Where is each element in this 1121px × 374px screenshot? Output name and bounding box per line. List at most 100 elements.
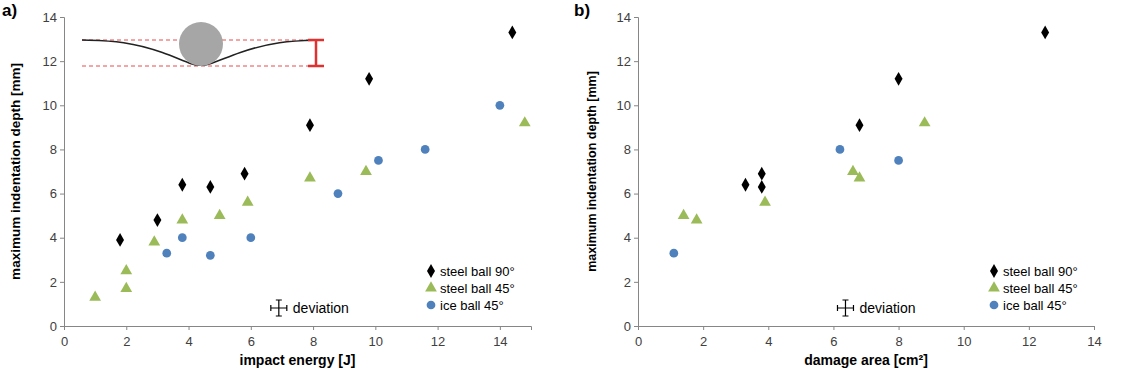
- x-tick-mark: [251, 326, 252, 330]
- y-tick-mark: [60, 149, 64, 150]
- x-tick-label: 8: [895, 334, 902, 349]
- x-tick-mark: [1029, 326, 1030, 330]
- y-tick-mark: [634, 326, 638, 327]
- x-tick-label: 14: [1087, 334, 1101, 349]
- x-tick-mark: [1094, 326, 1095, 330]
- legend-label: steel ball 90°: [1003, 264, 1078, 279]
- point: [919, 116, 931, 126]
- legend-symbol: [990, 264, 998, 278]
- inset-ball: [179, 22, 223, 66]
- point: [214, 209, 226, 219]
- y-tick-mark: [60, 282, 64, 283]
- y-tick: 6: [624, 186, 638, 201]
- x-tick: 2: [123, 326, 130, 349]
- y-tick: 8: [624, 142, 638, 157]
- y-tick-label: 12: [617, 54, 631, 69]
- y-axis-title: maximum indentation depth [mm]: [8, 63, 23, 280]
- point: [242, 196, 254, 206]
- y-tick-label: 4: [624, 230, 631, 245]
- x-axis-line: [65, 327, 532, 331]
- y-tick-label: 0: [624, 319, 631, 334]
- x-tick-label: 0: [635, 334, 642, 349]
- y-tick: 14: [617, 10, 638, 25]
- panel-title: b): [574, 1, 590, 20]
- legend-symbol: [427, 301, 436, 310]
- point: [148, 235, 160, 245]
- legend: steel ball 90° steel ball 45° ice ball 45°: [988, 264, 1077, 313]
- y-axis-line: [634, 18, 639, 327]
- x-tick-mark: [833, 326, 834, 330]
- y-tick-mark: [60, 105, 64, 106]
- x-tick-label: 6: [248, 334, 255, 349]
- y-tick-label: 2: [50, 275, 57, 290]
- x-tick-mark: [768, 326, 769, 330]
- x-tick-label: 12: [1022, 334, 1036, 349]
- annotation: deviation: [271, 300, 349, 316]
- y-tick: 8: [50, 142, 64, 157]
- point: [120, 282, 132, 292]
- x-tick-label: 2: [700, 334, 707, 349]
- x-axis-title: damage area [cm²]: [804, 352, 928, 368]
- y-tick-mark: [60, 238, 64, 239]
- y-tick: 10: [617, 98, 638, 113]
- legend-item: steel ball 90°: [990, 264, 1078, 279]
- x-tick-mark: [375, 326, 376, 330]
- y-tick-label: 14: [43, 10, 57, 25]
- x-tick-label: 6: [830, 334, 837, 349]
- legend-label: steel ball 45°: [1003, 281, 1078, 296]
- series: [678, 116, 931, 223]
- annotation-text: deviation: [859, 300, 915, 316]
- legend-symbol: [988, 281, 1000, 291]
- y-axis-line: [60, 18, 65, 327]
- x-tick: 10: [957, 326, 971, 349]
- series: [669, 145, 902, 257]
- legend-symbol: [990, 301, 999, 310]
- y-tick-label: 6: [50, 186, 57, 201]
- panel-title: a): [2, 1, 17, 20]
- y-tick: 2: [624, 275, 638, 290]
- panel: 0246810121402468101214impact energy [J]s…: [43, 10, 532, 368]
- y-tick: 12: [617, 54, 638, 69]
- point: [116, 233, 124, 247]
- point: [206, 251, 215, 260]
- inset-bracket: [308, 40, 324, 66]
- y-tick-mark: [60, 17, 64, 18]
- y-tick-mark: [60, 194, 64, 195]
- y-tick: 4: [50, 230, 64, 245]
- y-tick-mark: [634, 17, 638, 18]
- y-tick-mark: [634, 238, 638, 239]
- chart-root: 0246810121402468101214impact energy [J]s…: [0, 0, 1121, 374]
- point: [374, 156, 383, 165]
- series: [116, 26, 516, 247]
- x-tick: 0: [61, 326, 68, 349]
- point: [895, 72, 903, 86]
- y-tick-label: 14: [617, 10, 631, 25]
- legend-label: steel ball 90°: [440, 264, 515, 279]
- y-tick: 10: [43, 98, 64, 113]
- point: [691, 213, 703, 223]
- legend: steel ball 90°steel ball 45°ice ball 45°: [425, 264, 514, 313]
- y-tick: 4: [624, 230, 638, 245]
- legend-item: steel ball 90°: [427, 264, 515, 279]
- deviation-icon: [837, 300, 853, 316]
- point: [365, 72, 373, 86]
- legend-label: ice ball 45°: [440, 298, 504, 313]
- x-tick: 10: [369, 326, 383, 349]
- x-tick-label: 4: [185, 334, 192, 349]
- y-tick: 0: [50, 319, 64, 334]
- point: [120, 264, 132, 274]
- y-tick-label: 0: [50, 319, 57, 334]
- point: [334, 189, 343, 198]
- point: [241, 167, 249, 181]
- x-tick: 6: [830, 326, 837, 349]
- legend-item: ice ball 45°: [990, 298, 1067, 313]
- point: [508, 26, 516, 40]
- x-tick: 6: [248, 326, 255, 349]
- y-axis: 02468101214: [43, 10, 65, 334]
- panel: 0246810121402468101214damage area [cm²]s…: [617, 10, 1102, 368]
- y-tick-mark: [634, 105, 638, 106]
- point: [669, 249, 678, 258]
- point: [856, 118, 864, 132]
- x-tick: 2: [700, 326, 707, 349]
- point: [206, 180, 214, 194]
